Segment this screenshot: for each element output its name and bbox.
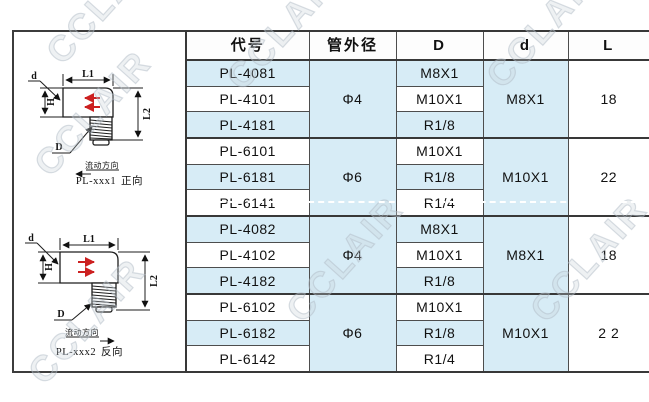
big-d-leader: D xyxy=(54,303,92,321)
big-d-label: D xyxy=(55,142,62,153)
code-cell: PL-4081 xyxy=(185,59,310,87)
table-row: PL-6142 R1/4 xyxy=(185,345,649,373)
table-row: PL-4102 M10X1 xyxy=(185,241,649,269)
table-row: PL-6101 Φ6 M10X1 M10X1 22 xyxy=(185,136,649,217)
L-cell: 18 xyxy=(567,214,649,295)
l2-label: L2 xyxy=(142,108,153,120)
D-cell: R1/8 xyxy=(395,163,484,191)
d-leader: d xyxy=(25,233,59,265)
flow-direction-label: 流动方向 xyxy=(65,327,99,337)
table-row: PL-4082 Φ4 M8X1 M8X1 18 xyxy=(185,214,649,295)
spec-table: 代号 管外径 D d L PL-4081 Φ4 M8X1 M8X1 18 PL-… xyxy=(185,30,649,373)
table-row: PL-4081 Φ4 M8X1 M8X1 18 xyxy=(185,59,649,139)
threaded-stud xyxy=(89,116,113,146)
header-L: L xyxy=(567,30,649,61)
fitting-diagram-forward: L1 L2 H d D 流动方向 PL-xxx1 正向 xyxy=(28,69,153,187)
code-cell: PL-4082 xyxy=(185,214,310,243)
fitting-body xyxy=(62,87,114,118)
D-cell: M10X1 xyxy=(395,292,484,321)
h-label: H xyxy=(44,263,55,271)
d-label: d xyxy=(28,233,34,244)
D-cell: M8X1 xyxy=(395,214,484,243)
h-extension-lines xyxy=(38,251,60,284)
code-cell: PL-4181 xyxy=(185,111,310,139)
fitting-body xyxy=(59,251,119,284)
header-d: d xyxy=(482,30,569,61)
outer-dia-cell: Φ6 xyxy=(308,136,397,217)
code-cell: PL-6101 xyxy=(185,136,310,165)
header-outer-dia: 管外径 xyxy=(308,30,397,61)
l2-dimension: L2 xyxy=(116,251,160,311)
diagram-direction: 反向 xyxy=(101,345,123,358)
fitting-diagram-reverse: L1 L2 H d D 流动方向 PL-xxx2 xyxy=(25,233,160,358)
D-cell: R1/8 xyxy=(395,111,484,139)
flow-direction-note: 流动方向 xyxy=(65,327,115,345)
h-extension-lines xyxy=(40,87,63,118)
outer-dia-cell: Φ4 xyxy=(308,59,397,139)
h-dimension: H xyxy=(39,254,55,281)
code-cell: PL-4182 xyxy=(185,267,310,295)
D-cell: M10X1 xyxy=(395,85,484,113)
h-label: H xyxy=(46,98,57,106)
outer-dia-cell: Φ6 xyxy=(308,292,397,373)
code-cell: PL-4101 xyxy=(185,85,310,113)
table-row: PL-4182 R1/8 xyxy=(185,267,649,295)
header-D: D xyxy=(395,30,484,61)
diagram-code: PL-xxx2 xyxy=(56,347,96,358)
D-cell: M8X1 xyxy=(395,59,484,87)
L-cell: 18 xyxy=(567,59,649,139)
diagram-code: PL-xxx1 xyxy=(76,176,116,187)
D-cell: R1/8 xyxy=(395,267,484,295)
D-cell: R1/4 xyxy=(395,345,484,373)
code-cell: PL-6142 xyxy=(185,345,310,373)
D-cell: R1/4 xyxy=(395,189,484,217)
table-row: PL-6102 Φ6 M10X1 M10X1 2 2 xyxy=(185,292,649,373)
table-row: PL-4181 R1/8 xyxy=(185,111,649,139)
l1-label: L1 xyxy=(82,69,94,80)
flow-arrows-right xyxy=(78,257,95,277)
d-cell: M8X1 xyxy=(482,214,569,295)
table-row: PL-4101 M10X1 xyxy=(185,85,649,113)
code-cell: PL-6141 xyxy=(185,189,310,217)
D-cell: M10X1 xyxy=(395,136,484,165)
d-leader: d xyxy=(28,71,61,101)
L-cell: 2 2 xyxy=(567,292,649,373)
l1-label: L1 xyxy=(83,234,95,245)
d-cell: M10X1 xyxy=(482,136,569,217)
d-label: d xyxy=(31,71,37,82)
D-cell: M10X1 xyxy=(395,241,484,269)
flow-direction-label: 流动方向 xyxy=(85,160,119,170)
code-cell: PL-6181 xyxy=(185,163,310,191)
diagram-panel xyxy=(12,30,185,373)
table-row: PL-6181 R1/8 xyxy=(185,163,649,191)
outer-dia-cell: Φ4 xyxy=(308,214,397,295)
code-cell: PL-6182 xyxy=(185,319,310,347)
big-d-leader: D xyxy=(52,126,93,154)
d-cell: M10X1 xyxy=(482,292,569,373)
code-cell: PL-6102 xyxy=(185,292,310,321)
flow-direction-note: 流动方向 xyxy=(75,160,119,178)
flow-arrows-left xyxy=(84,93,100,112)
header-code: 代号 xyxy=(185,30,310,61)
code-cell: PL-4102 xyxy=(185,241,310,269)
l1-dimension: L1 xyxy=(59,234,119,250)
diagram-direction: 正向 xyxy=(121,174,143,187)
threaded-stud xyxy=(91,282,117,313)
d-cell: M8X1 xyxy=(482,59,569,139)
table-row: PL-6182 R1/8 xyxy=(185,319,649,347)
D-cell: R1/8 xyxy=(395,319,484,347)
L-cell: 22 xyxy=(567,136,649,217)
big-d-label: D xyxy=(57,309,64,320)
l1-dimension: L1 xyxy=(62,69,114,86)
header-row: 代号 管外径 D d L xyxy=(185,30,649,61)
l2-label: L2 xyxy=(149,275,160,287)
l2-dimension: L2 xyxy=(112,87,153,141)
h-dimension: H xyxy=(41,90,57,115)
